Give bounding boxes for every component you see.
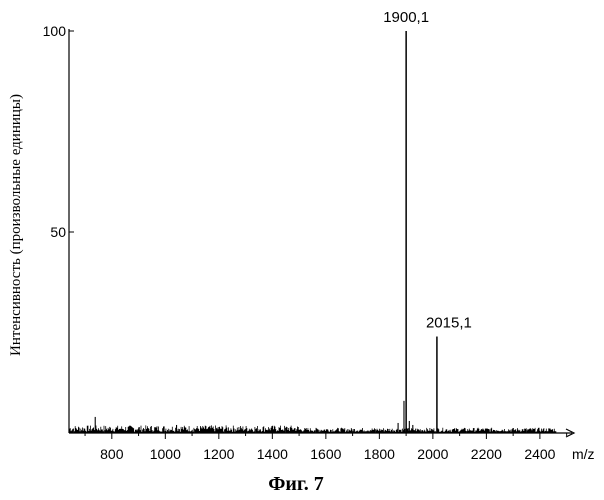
peak-label: 1900,1 [383, 9, 429, 26]
baseline-noise [70, 425, 556, 433]
x-axis-unit-label: m/z [572, 446, 595, 462]
axes [69, 29, 574, 437]
x-tick-label: 1200 [203, 446, 234, 462]
y-axis-title: Интенсивность (произвольные единицы) [8, 94, 24, 356]
x-tick-label: 2000 [417, 446, 448, 462]
y-tick-label: 50 [50, 224, 66, 240]
x-tick-label: 2200 [471, 446, 502, 462]
x-tick-label: 1800 [364, 446, 395, 462]
axis-ticks: 50 100 800 1000 1200 1400 1600 1800 2000 2200 2400 [43, 23, 567, 462]
x-tick-label: 800 [100, 446, 124, 462]
y-tick-label: 100 [43, 23, 67, 39]
x-tick-label: 1000 [150, 446, 181, 462]
figure-caption: Фиг. 7 [268, 473, 324, 495]
spectrum-series [70, 31, 556, 433]
peak-label: 2015,1 [426, 315, 472, 332]
chart-labels: Интенсивность (произвольные единицы) m/z… [8, 9, 595, 495]
x-tick-label: 1600 [310, 446, 341, 462]
x-tick-label: 2400 [524, 446, 555, 462]
x-tick-label: 1400 [257, 446, 288, 462]
